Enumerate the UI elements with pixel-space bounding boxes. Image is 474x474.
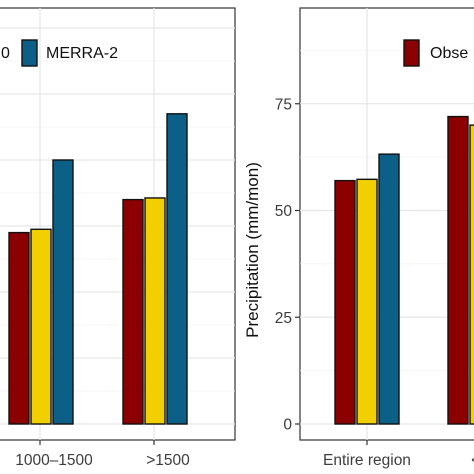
left-bar-1-1: [144, 197, 166, 425]
right-legend: Obse: [403, 39, 468, 67]
right-legend-label-obse: Obse: [430, 45, 468, 62]
right-y-tick-label: 50: [275, 203, 293, 220]
right-panel: Precipitation (mm/mon) 0 25 50 75 Entire re…: [243, 7, 474, 469]
right-y-ticks: 0 25 50 75: [275, 96, 300, 434]
left-legend-label-merra2: MERRA-2: [46, 45, 118, 62]
right-x-tick-label: <5: [471, 452, 474, 469]
left-bars: [8, 113, 188, 425]
left-bar-1-0: [122, 198, 144, 425]
left-bar-1-2: [166, 113, 188, 425]
right-bar-1-1: [469, 124, 474, 425]
right-bars: [334, 115, 474, 425]
left-bar-0-2: [52, 159, 74, 425]
right-y-tick-label: 75: [275, 96, 292, 113]
left-legend: 0 MERRA-2: [1, 39, 118, 67]
right-bar-0-2: [378, 153, 400, 425]
right-x-ticks: Entire region <5: [323, 440, 474, 469]
left-panel: 1000–1500 >1500 0 MERRA-2: [0, 7, 236, 469]
right-y-axis-title: Precipitation (mm/mon): [243, 162, 262, 338]
left-legend-label-0: 0: [1, 45, 10, 62]
right-y-tick-label: 0: [283, 417, 292, 434]
left-x-tick-label: 1000–1500: [15, 452, 93, 469]
right-bar-1-0: [447, 115, 469, 425]
left-bar-0-0: [8, 231, 30, 425]
right-y-tick-label: 25: [275, 310, 292, 327]
left-x-ticks: 1000–1500 >1500: [15, 440, 190, 469]
right-x-tick-label: Entire region: [323, 452, 411, 469]
right-legend-swatch-obse: [403, 39, 420, 67]
left-x-tick-label: >1500: [146, 452, 190, 469]
right-bar-0-1: [356, 178, 378, 425]
left-legend-swatch-merra2: [21, 39, 38, 67]
left-bar-0-1: [30, 228, 52, 425]
right-bar-0-0: [334, 179, 356, 425]
